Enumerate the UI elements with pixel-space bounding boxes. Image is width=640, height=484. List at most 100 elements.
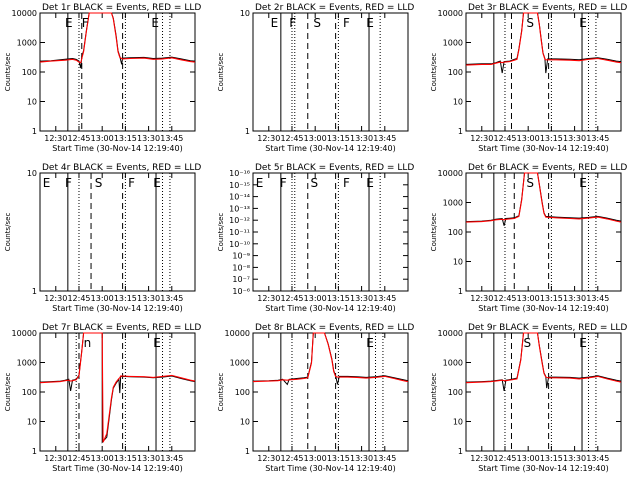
phase-marker-label: E [579, 16, 587, 30]
x-tick-label: 13:15 [114, 454, 137, 463]
x-tick-label: 13:00 [304, 294, 327, 303]
series-lld-line [39, 332, 196, 443]
plot-frame [465, 172, 622, 292]
x-tick-label: 12:45 [493, 134, 516, 143]
y-tick-label: 10⁻¹⁰ [229, 240, 250, 249]
panel-title: Det 9r BLACK = Events, RED = LLD [468, 323, 627, 333]
x-tick-label: 13:15 [327, 134, 350, 143]
x-axis-label: Start Time (30-Nov-14 12:19:40) [52, 464, 182, 473]
panel-det-1: Det 1r BLACK = Events, RED = LLD 1 10 100 10… [4, 3, 201, 153]
x-tick-label: 13:45 [586, 294, 609, 303]
panel-det-6: Det 6r BLACK = Events, RED = LLD 1 10 100 10… [430, 163, 627, 313]
x-tick-label: 13:30 [563, 294, 586, 303]
x-tick-label: 13:00 [91, 454, 114, 463]
y-tick-label: 10 [27, 418, 37, 427]
plot-frame [39, 12, 196, 132]
panel-det-2: Det 2r BLACK = Events, RED = LLD 1 10 12:30… [217, 3, 414, 153]
series-lld-line [39, 12, 196, 64]
x-tick-label: 13:15 [114, 294, 137, 303]
y-tick-label: 1000 [230, 359, 250, 368]
x-tick-label: 12:30 [470, 134, 493, 143]
y-axis-label: Counts/sec [430, 213, 438, 252]
series-lld-line [465, 12, 622, 66]
y-tick-label: 10000 [225, 329, 250, 338]
x-axis-label: Start Time (30-Nov-14 12:19:40) [478, 464, 608, 473]
y-tick-label: 10 [27, 169, 37, 178]
y-tick-label: 10⁻¹³ [229, 204, 250, 213]
panel-det-5: Det 5r BLACK = Events, RED = LLD 10⁻⁶ 10⁻⁷… [217, 163, 414, 313]
plot-frame [465, 332, 622, 452]
x-tick-label: 12:45 [67, 294, 90, 303]
panel-det-7: Det 7r BLACK = Events, RED = LLD 1 10 100 10… [4, 323, 201, 473]
x-tick-label: 13:45 [373, 454, 396, 463]
phase-marker-label: S [526, 16, 534, 30]
plot-frame [252, 332, 409, 452]
phase-marker-label: E [366, 336, 374, 350]
y-axis-label: Counts/sec [4, 53, 12, 92]
phase-marker-label: E [271, 16, 279, 30]
x-tick-label: 13:30 [563, 134, 586, 143]
x-tick-label: 13:30 [137, 134, 160, 143]
y-tick-label: 10⁻⁷ [232, 275, 250, 284]
phase-marker-label: F [128, 176, 135, 190]
phase-marker-label: F [280, 176, 287, 190]
x-tick-label: 13:00 [304, 454, 327, 463]
x-tick-label: 12:45 [493, 454, 516, 463]
series-events-line [39, 332, 196, 444]
y-tick-label: 10 [453, 258, 463, 267]
plot-frame [252, 12, 409, 132]
phase-marker-label: F [343, 16, 350, 30]
phase-marker-label: E [151, 16, 159, 30]
phase-marker-label: E [153, 336, 161, 350]
x-tick-label: 13:30 [350, 134, 373, 143]
y-tick-label: 100 [448, 388, 463, 397]
x-tick-label: 12:45 [67, 134, 90, 143]
x-tick-label: 13:15 [327, 454, 350, 463]
x-tick-label: 13:15 [540, 454, 563, 463]
panel-title: Det 6r BLACK = Events, RED = LLD [468, 163, 627, 173]
y-tick-label: 100 [22, 68, 37, 77]
y-tick-label: 10000 [12, 9, 37, 18]
y-tick-label: 1 [245, 447, 250, 456]
y-axis-label: Counts/sec [4, 213, 12, 252]
plot-frame [252, 172, 409, 292]
x-tick-label: 13:45 [586, 134, 609, 143]
x-axis-label: Start Time (30-Nov-14 12:19:40) [265, 304, 395, 313]
panel-det-3: Det 3r BLACK = Events, RED = LLD 1 10 100 10… [430, 3, 627, 153]
y-tick-label: 10⁻¹⁵ [229, 181, 250, 190]
x-tick-label: 12:30 [470, 294, 493, 303]
plot-frame [39, 332, 196, 452]
y-axis-label: Counts/sec [217, 53, 225, 92]
y-tick-label: 100 [448, 228, 463, 237]
y-tick-label: 1000 [17, 39, 37, 48]
phase-marker-label: F [343, 176, 350, 190]
y-tick-label: 10⁻¹⁶ [229, 169, 250, 178]
x-tick-label: 12:30 [257, 454, 280, 463]
x-tick-label: 12:30 [470, 454, 493, 463]
phase-marker-label: n [84, 336, 92, 350]
y-tick-label: 10000 [438, 9, 463, 18]
phase-marker-label: E [366, 176, 374, 190]
x-axis-label: Start Time (30-Nov-14 12:19:40) [52, 144, 182, 153]
x-tick-label: 13:15 [540, 294, 563, 303]
x-tick-label: 12:45 [67, 454, 90, 463]
panel-title: Det 4r BLACK = Events, RED = LLD [42, 163, 201, 173]
phase-marker-label: S [311, 176, 319, 190]
y-tick-label: 1000 [17, 359, 37, 368]
phase-marker-label: F [289, 16, 296, 30]
y-tick-label: 10⁻¹¹ [229, 228, 250, 237]
y-tick-label: 10000 [438, 169, 463, 178]
x-tick-label: 13:00 [517, 134, 540, 143]
series-lld-line [465, 172, 622, 223]
x-axis-label: Start Time (30-Nov-14 12:19:40) [478, 144, 608, 153]
panel-det-4: Det 4r BLACK = Events, RED = LLD 1 10 12:30… [4, 163, 201, 313]
y-tick-label: 10⁻⁹ [232, 252, 250, 261]
x-tick-label: 12:30 [44, 134, 67, 143]
panel-title: Det 5r BLACK = Events, RED = LLD [255, 163, 414, 173]
x-tick-label: 12:30 [44, 294, 67, 303]
x-tick-label: 13:00 [91, 294, 114, 303]
y-tick-label: 10 [240, 9, 250, 18]
y-axis-label: Counts/sec [4, 373, 12, 412]
y-axis-label: Counts/sec [217, 373, 225, 412]
x-tick-label: 13:00 [304, 134, 327, 143]
